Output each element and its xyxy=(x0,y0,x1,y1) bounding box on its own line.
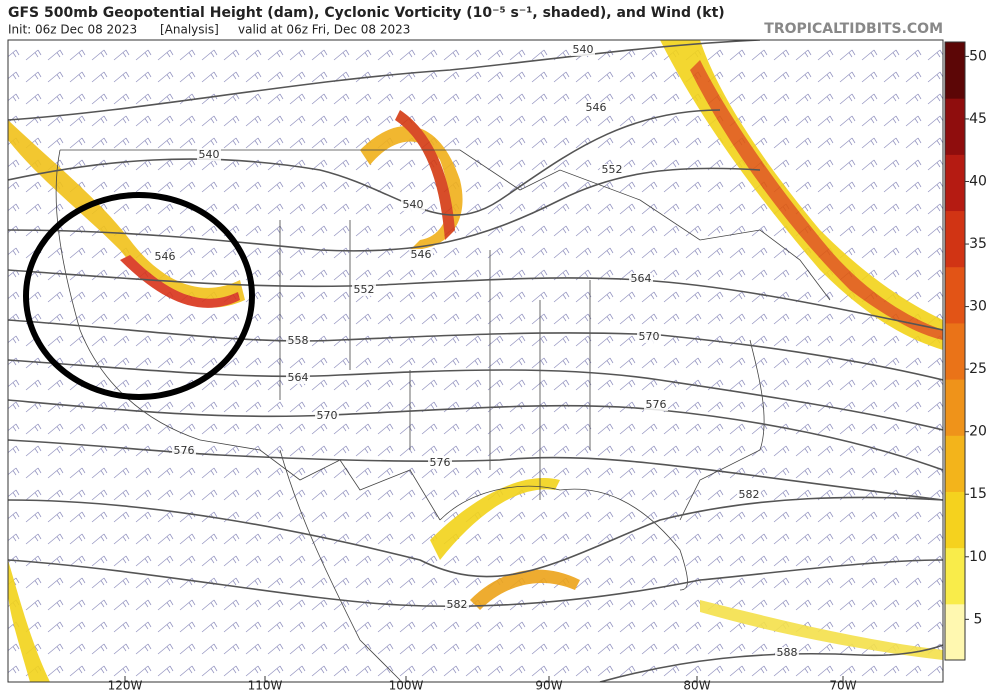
colorbar-segment xyxy=(945,98,965,155)
contour-label-bg xyxy=(197,149,221,161)
contour-label-bg xyxy=(584,102,608,114)
map-frame xyxy=(7,39,944,683)
contour-label: 564 xyxy=(631,272,652,285)
colorbar-tick-label: 10 xyxy=(969,549,987,565)
contour-label: 570 xyxy=(317,409,338,422)
colorbar-segment xyxy=(945,603,965,661)
contour-label-bg xyxy=(428,457,452,469)
highlight-circle xyxy=(23,192,255,400)
colorbar-tick-label: 25 xyxy=(969,361,987,377)
contour-label-bg xyxy=(775,647,799,659)
contour-label-bg xyxy=(172,445,196,457)
colorbar-segment xyxy=(945,322,965,380)
colorbar-segment xyxy=(945,435,965,492)
height-contours xyxy=(8,40,943,682)
valid-time: valid at 06z Fri, Dec 08 2023 xyxy=(238,23,410,37)
contour-label-bg xyxy=(571,44,595,56)
colorbar-tick-label: 30 xyxy=(969,299,987,315)
contour-label: 540 xyxy=(199,148,220,161)
longitude-label: 90W xyxy=(535,679,562,693)
contour-label: 540 xyxy=(403,198,424,211)
contour-label-bg xyxy=(315,410,339,422)
contour-label-bg xyxy=(401,199,425,211)
contour-label-bg xyxy=(286,372,310,384)
colorbar-tick-label: 40 xyxy=(969,173,987,189)
run-label: [Analysis] xyxy=(160,23,219,37)
contour-label: 582 xyxy=(739,488,760,501)
contour-label-bg xyxy=(737,489,761,501)
contour-label-bg xyxy=(153,251,177,263)
longitude-label: 70W xyxy=(829,679,856,693)
contour-label: 576 xyxy=(646,398,667,411)
init-time: Init: 06z Dec 08 2023 xyxy=(8,23,137,37)
map-area: 540 546 540 552 540 546 546 552 564 558 570 564 570 5… xyxy=(8,40,943,682)
contour-label: 576 xyxy=(174,444,195,457)
longitude-label: 120W xyxy=(108,679,143,693)
contour-label: 540 xyxy=(573,43,594,56)
contour-label: 588 xyxy=(777,646,798,659)
colorbar-tick-label: 35 xyxy=(969,236,987,252)
contour-label-bg xyxy=(637,331,661,343)
contour-label: 576 xyxy=(430,456,451,469)
contour-label-bg xyxy=(644,399,668,411)
longitude-label: 80W xyxy=(683,679,710,693)
colorbar-tick-label: 5 xyxy=(974,611,983,627)
colorbar: 5 10 15 20 25 30 35 40 45 50 xyxy=(944,41,987,661)
longitude-labels: 120W 110W 100W 90W 80W 70W xyxy=(108,676,857,693)
contour-label-bg xyxy=(445,599,469,611)
vorticity-shading xyxy=(8,40,943,682)
contour-label: 546 xyxy=(155,250,176,263)
contour-label: 564 xyxy=(288,371,309,384)
colorbar-tick-label: 20 xyxy=(969,424,987,440)
longitude-label: 100W xyxy=(389,679,424,693)
contour-label-bg xyxy=(352,284,376,296)
contour-label-bg xyxy=(286,335,310,347)
contour-labels: 540 546 540 552 540 546 546 552 564 558 570 564 570 5… xyxy=(153,43,799,659)
contour-label: 552 xyxy=(602,163,623,176)
colorbar-segment xyxy=(945,547,965,605)
colorbar-tick-label: 50 xyxy=(969,48,987,64)
contour-label: 570 xyxy=(639,330,660,343)
contour-label-bg xyxy=(629,273,653,285)
colorbar-segment xyxy=(945,379,965,436)
colorbar-segment xyxy=(945,42,965,99)
contour-label: 558 xyxy=(288,334,309,347)
contour-label: 552 xyxy=(354,283,375,296)
colorbar-segment xyxy=(945,210,965,268)
contour-label: 582 xyxy=(447,598,468,611)
contour-label-bg xyxy=(600,164,624,176)
source: TROPICALTIDBITS.COM xyxy=(764,21,943,37)
colorbar-tick-label: 15 xyxy=(969,486,987,502)
colorbar-frame xyxy=(944,41,966,661)
contour-label-bg xyxy=(409,249,433,261)
title: GFS 500mb Geopotential Height (dam), Cyc… xyxy=(8,5,725,21)
longitude-label: 110W xyxy=(248,679,283,693)
colorbar-tick-label: 45 xyxy=(969,111,987,127)
contour-label: 546 xyxy=(586,101,607,114)
colorbar-segment xyxy=(945,491,965,549)
colorbar-segment xyxy=(945,266,965,324)
contour-label: 546 xyxy=(411,248,432,261)
colorbar-segment xyxy=(945,154,965,212)
